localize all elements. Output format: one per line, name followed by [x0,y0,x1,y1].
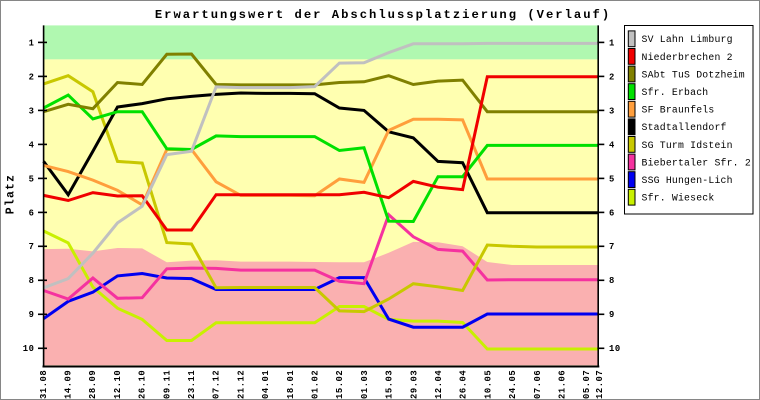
svg-text:01.03: 01.03 [360,370,370,399]
svg-text:04.01: 04.01 [261,370,271,399]
svg-text:15.03: 15.03 [385,370,395,399]
svg-text:31.08: 31.08 [39,370,49,399]
svg-text:28.09: 28.09 [88,370,98,399]
svg-text:14.09: 14.09 [64,370,74,399]
svg-text:26.10: 26.10 [138,370,148,399]
svg-text:SV Lahn Limburg: SV Lahn Limburg [642,34,733,45]
svg-text:07.12: 07.12 [212,370,222,399]
svg-text:2: 2 [29,72,35,82]
svg-text:10: 10 [609,344,621,354]
svg-text:5: 5 [29,174,35,184]
svg-text:6: 6 [609,208,615,218]
svg-text:12.10: 12.10 [113,370,123,399]
svg-text:12.04: 12.04 [434,370,444,399]
svg-text:15.02: 15.02 [335,370,345,399]
svg-text:Stadtallendorf: Stadtallendorf [642,122,727,133]
svg-text:SF Braunfels: SF Braunfels [642,105,715,116]
svg-text:18.01: 18.01 [286,370,296,399]
svg-text:29.03: 29.03 [409,370,419,399]
svg-text:07.06: 07.06 [533,370,543,399]
svg-text:21.06: 21.06 [558,370,568,399]
svg-text:1: 1 [609,38,615,48]
svg-text:9: 9 [609,310,615,320]
svg-text:21.12: 21.12 [236,370,246,399]
svg-text:10.05: 10.05 [483,370,493,399]
svg-text:SSG Hungen-Lich: SSG Hungen-Lich [642,175,733,186]
svg-text:6: 6 [29,208,35,218]
svg-text:Sfr. Erbach: Sfr. Erbach [642,87,709,98]
svg-text:7: 7 [29,242,35,252]
svg-text:24.05: 24.05 [508,370,518,399]
svg-text:Biebertaler Sfr. 2: Biebertaler Sfr. 2 [642,157,751,168]
svg-text:Sfr. Wieseck: Sfr. Wieseck [642,193,715,204]
svg-text:09.11: 09.11 [162,370,172,399]
svg-text:8: 8 [609,276,615,286]
svg-text:9: 9 [29,310,35,320]
svg-text:8: 8 [29,276,35,286]
svg-text:23.11: 23.11 [187,370,197,399]
svg-text:12.07: 12.07 [595,370,605,399]
svg-text:7: 7 [609,242,615,252]
svg-text:3: 3 [29,106,35,116]
svg-text:01.02: 01.02 [311,370,321,399]
svg-text:Erwartungswert der Abschlusspl: Erwartungswert der Abschlussplatzierung … [155,8,611,22]
svg-text:1: 1 [29,38,35,48]
svg-text:5: 5 [609,174,615,184]
svg-text:2: 2 [609,72,615,82]
svg-text:10: 10 [23,344,35,354]
svg-text:4: 4 [609,140,615,150]
svg-text:4: 4 [29,140,35,150]
svg-text:05.07: 05.07 [582,370,592,399]
svg-text:SG Turm Idstein: SG Turm Idstein [642,140,733,151]
svg-text:SAbt TuS Dotzheim: SAbt TuS Dotzheim [642,69,745,80]
svg-text:Platz: Platz [5,174,18,215]
svg-text:Niederbrechen 2: Niederbrechen 2 [642,52,733,63]
svg-text:3: 3 [609,106,615,116]
svg-text:26.04: 26.04 [459,370,469,399]
